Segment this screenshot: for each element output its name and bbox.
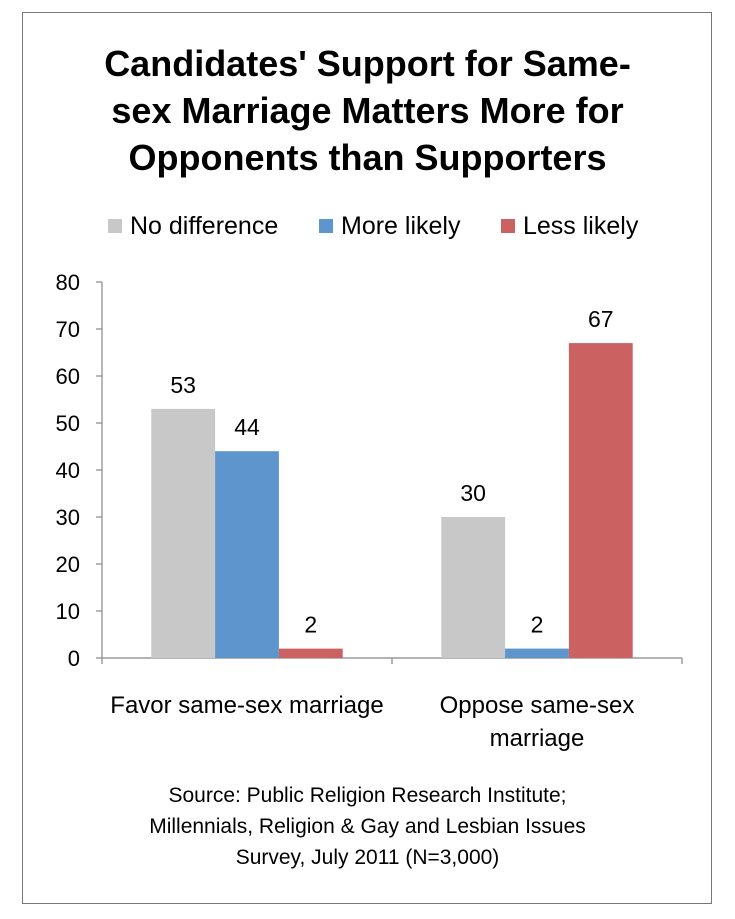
title-line: Candidates' Support for Same- bbox=[104, 43, 631, 84]
y-tick-label: 10 bbox=[56, 599, 80, 624]
y-tick-label: 50 bbox=[56, 411, 80, 436]
bar bbox=[441, 517, 506, 658]
bar bbox=[278, 648, 343, 658]
legend-swatch bbox=[319, 219, 333, 233]
legend-swatch bbox=[108, 219, 122, 233]
bar bbox=[505, 648, 569, 658]
title-line: Opponents than Supporters bbox=[128, 137, 607, 178]
source-line: Survey, July 2011 (N=3,000) bbox=[235, 846, 500, 869]
data-label: 44 bbox=[234, 414, 260, 440]
y-tick-label: 40 bbox=[56, 458, 80, 483]
legend-label: No difference bbox=[130, 211, 279, 240]
legend-item-more-likely: More likely bbox=[319, 208, 460, 244]
y-tick-label: 0 bbox=[68, 646, 80, 671]
x-category-label: marriage bbox=[490, 725, 585, 752]
data-label: 53 bbox=[170, 372, 196, 398]
source-line: Source: Public Religion Research Institu… bbox=[168, 784, 567, 807]
x-category-label: Favor same-sex marriage bbox=[110, 692, 383, 719]
y-tick-label: 30 bbox=[56, 505, 80, 530]
data-label: 30 bbox=[460, 480, 486, 506]
y-tick-label: 20 bbox=[56, 552, 80, 577]
bar bbox=[568, 343, 633, 658]
data-label: 2 bbox=[531, 612, 544, 638]
y-tick-label: 70 bbox=[56, 317, 80, 342]
legend-item-no-difference: No difference bbox=[108, 208, 278, 244]
bar bbox=[151, 408, 216, 658]
y-tick-label: 60 bbox=[56, 364, 80, 389]
legend-item-less-likely: Less likely bbox=[501, 208, 638, 244]
legend-swatch bbox=[501, 219, 515, 233]
source-note: Source: Public Religion Research Institu… bbox=[40, 780, 695, 873]
legend: No difference More likely Less likely bbox=[0, 208, 735, 244]
source-line: Millennials, Religion & Gay and Lesbian … bbox=[149, 815, 586, 838]
legend-label: More likely bbox=[341, 211, 461, 240]
bar bbox=[215, 451, 279, 658]
x-category-label: Oppose same-sex bbox=[440, 692, 635, 719]
legend-label: Less likely bbox=[523, 211, 639, 240]
chart-title: Candidates' Support for Same- sex Marria… bbox=[40, 40, 695, 181]
data-label: 67 bbox=[588, 306, 614, 332]
data-label: 2 bbox=[304, 612, 317, 638]
y-tick-label: 80 bbox=[56, 270, 80, 295]
title-line: sex Marriage Matters More for bbox=[111, 90, 624, 131]
